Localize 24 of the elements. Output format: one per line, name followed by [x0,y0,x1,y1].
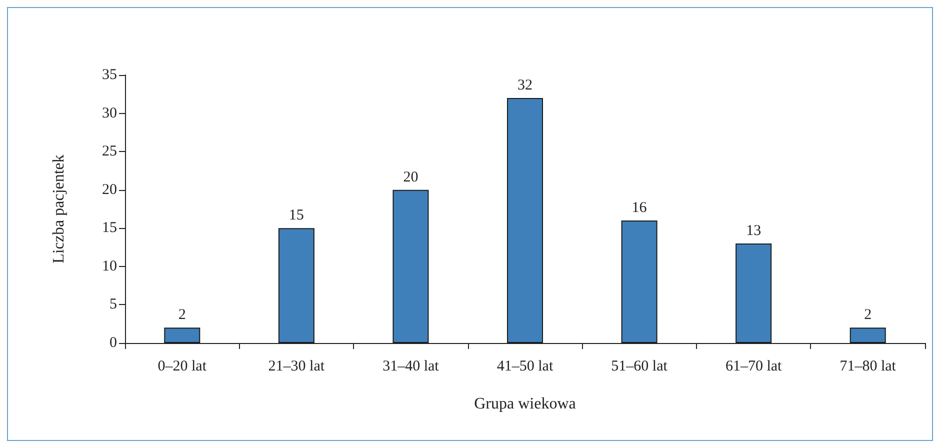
x-tick-label: 61–70 lat [725,358,783,374]
y-tick-label: 5 [110,296,117,313]
data-label: 15 [288,208,304,224]
data-label: 2 [178,307,186,324]
y-tick-label: 30 [102,105,117,122]
x-tick-label: 41–50 lat [496,358,554,374]
x-tick-label: 21–30 lat [268,358,326,374]
data-label: 13 [746,222,762,239]
data-label: 16 [632,200,648,216]
y-tick-label: 20 [102,182,117,198]
y-tick-label: 15 [102,220,117,236]
y-tick-label: 35 [102,67,117,83]
y-tick-label: 25 [102,144,117,160]
x-axis-title: Grupa wiekowa [474,396,576,412]
x-tick-label: 51–60 lat [611,358,668,374]
data-label: 32 [518,77,532,94]
y-tick-label: 10 [102,258,117,274]
data-label: 20 [403,169,418,186]
x-tick-label: 71–80 lat [840,358,897,374]
y-tick-label: 0 [110,335,117,351]
x-tick-label: 0–20 lat [158,358,208,374]
data-label: 2 [864,307,872,324]
y-axis-title: Liczba pacjentek [50,154,68,264]
x-tick-label: 31–40 lat [382,358,440,374]
